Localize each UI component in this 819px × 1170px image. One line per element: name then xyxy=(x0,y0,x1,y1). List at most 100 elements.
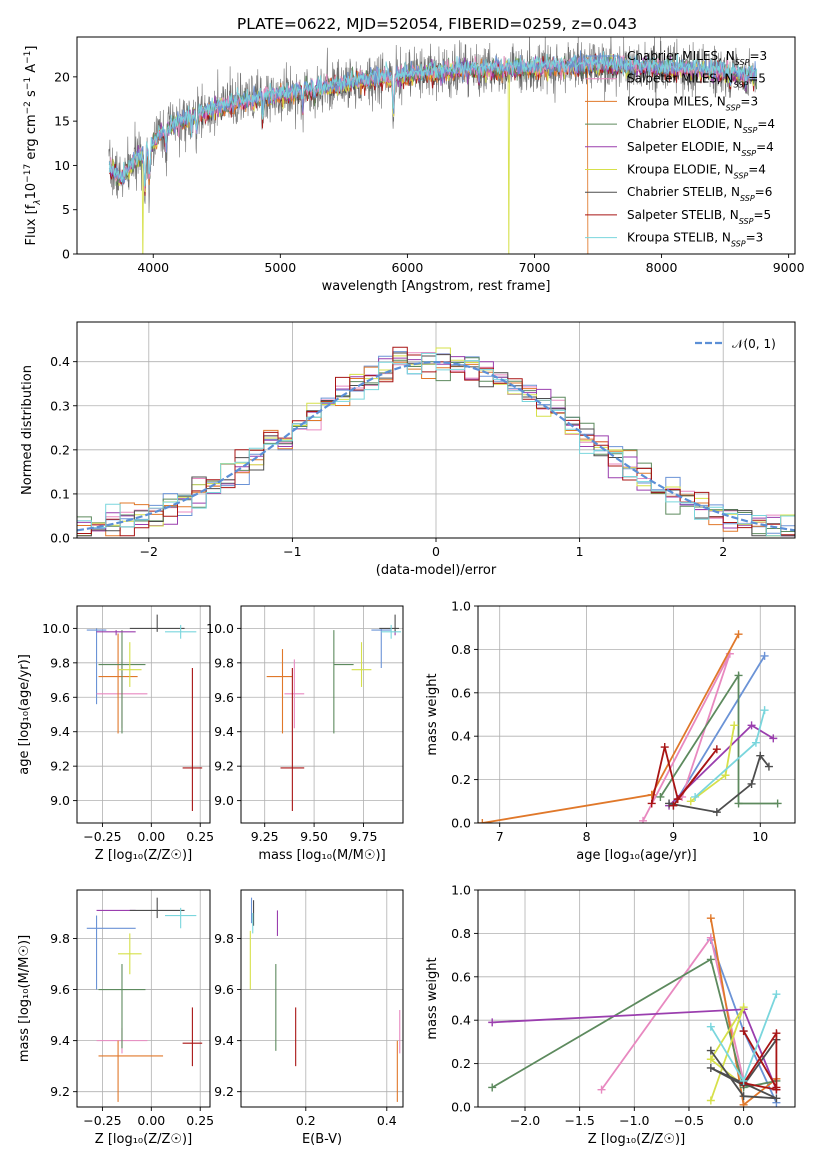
errorbar-point xyxy=(165,624,197,639)
legend-nssp-value: 4 xyxy=(766,140,774,154)
weight-point xyxy=(769,734,778,743)
x-tick-label: 8 xyxy=(583,829,591,844)
weight-series xyxy=(665,751,773,817)
y-tick-label: 0.6 xyxy=(451,685,471,700)
gridlines xyxy=(478,889,795,1108)
axes-frame xyxy=(240,889,404,1108)
x-tick-label: 6000 xyxy=(392,260,424,275)
y-tick-label: 0.4 xyxy=(451,1013,471,1028)
y-axis-label: mass [log₁₀(M/M☉)] xyxy=(17,935,32,1062)
y-tick-label: 0 xyxy=(62,247,70,262)
y-tick-label: 5 xyxy=(62,202,70,217)
weight-series xyxy=(647,743,721,810)
errorbar-point xyxy=(280,668,305,811)
weight-line xyxy=(642,653,731,822)
chart-age-vs-mass: 9.25 9.50 9.75 9.0 9.2 9.4 9.6 9.8 10.0 mass [log… xyxy=(206,605,404,863)
legend-entry: Chabrier ELODIE, NSSP=4 xyxy=(627,117,775,135)
y-tick-label: 0.2 xyxy=(451,1056,471,1071)
legend-series-name: Chabrier ELODIE xyxy=(627,117,726,131)
x-tick-label: 7000 xyxy=(519,260,551,275)
legend-series-name: Chabrier MILES xyxy=(627,49,718,63)
x-tick-label: 0.4 xyxy=(377,1113,397,1128)
legend-nssp-prefix: , N xyxy=(717,163,734,177)
weight-point xyxy=(730,721,739,730)
errorbar-point xyxy=(118,933,142,975)
legend-entry: Chabrier STELIB, NSSP=6 xyxy=(627,185,772,203)
y-tick-label: 10.0 xyxy=(42,621,70,636)
weight-point xyxy=(488,1083,497,1092)
y-tick-label: 0.4 xyxy=(451,729,471,744)
plot-area xyxy=(108,37,758,254)
x-tick-label: 9000 xyxy=(773,260,805,275)
weight-point xyxy=(760,706,769,715)
weight-line xyxy=(491,958,777,1089)
y-tick-label: 0.0 xyxy=(50,531,70,546)
x-tick-label: −0.25 xyxy=(83,1113,121,1128)
y-tick-label: 10 xyxy=(54,158,70,173)
weight-series xyxy=(686,721,739,806)
legend-nssp-prefix: , N xyxy=(717,72,734,86)
weight-point xyxy=(772,990,781,999)
weight-point xyxy=(772,1029,781,1038)
weight-point xyxy=(739,1100,748,1107)
legend-nssp-eq: = xyxy=(749,49,759,63)
legend-nssp-value: 3 xyxy=(760,49,768,63)
weight-point xyxy=(691,792,700,801)
weight-point xyxy=(706,914,715,923)
legend-entry: Kroupa STELIB, NSSP=3 xyxy=(627,231,763,249)
errorbar-point xyxy=(96,630,136,636)
weight-series xyxy=(478,630,743,823)
legend-series-name: Salpeter ELODIE xyxy=(627,140,725,154)
weight-point xyxy=(734,799,743,808)
x-tick-label: 0.2 xyxy=(296,1113,316,1128)
axes-frame xyxy=(76,889,211,1108)
errorbar-point xyxy=(118,642,142,687)
weight-series xyxy=(739,1027,781,1094)
x-tick-label: −0.25 xyxy=(83,829,121,844)
axes-frame xyxy=(76,36,796,255)
y-tick-label: 9.8 xyxy=(50,655,70,670)
legend-series-name: Salpeter STELIB xyxy=(627,208,722,222)
weight-point xyxy=(739,1003,748,1012)
axes-frame xyxy=(240,605,404,824)
y-tick-label: 9.0 xyxy=(50,793,70,808)
y-tick-label: 9.0 xyxy=(214,793,234,808)
legend-entry: Kroupa MILES, NSSP=3 xyxy=(627,94,758,112)
y-tick-label: 9.8 xyxy=(214,655,234,670)
y-tick-label: 15 xyxy=(54,114,70,129)
y-label-part: −2 xyxy=(23,101,33,114)
y-tick-label: 0.6 xyxy=(451,969,471,984)
y-tick-label: 9.2 xyxy=(50,759,70,774)
weight-point xyxy=(706,1022,715,1031)
errorbar-point xyxy=(98,633,138,734)
errorbar-point xyxy=(371,628,392,668)
y-label-part: −1 xyxy=(23,51,33,64)
errorbar-point xyxy=(98,964,146,1049)
x-axis-label: (data-model)/error xyxy=(376,563,497,578)
x-tick-label: 0 xyxy=(432,544,440,559)
legend-series-name: Kroupa MILES xyxy=(627,94,709,108)
gridlines xyxy=(241,890,403,1107)
x-tick-label: 0.25 xyxy=(186,829,214,844)
y-label-part: A xyxy=(24,64,39,77)
plot-area xyxy=(77,346,795,537)
errorbar-point xyxy=(86,628,107,705)
x-tick-label: 5000 xyxy=(264,260,296,275)
legend-nssp-prefix: , N xyxy=(725,140,742,154)
weight-series xyxy=(691,706,769,801)
weight-point xyxy=(739,1092,748,1101)
y-tick-label: 9.8 xyxy=(50,931,70,946)
axes-frame xyxy=(76,605,211,824)
x-tick-label: 0.00 xyxy=(137,1113,165,1128)
legend-nssp-eq: = xyxy=(755,185,765,199)
weight-point xyxy=(706,1063,715,1072)
errorbar-point xyxy=(333,630,354,734)
weight-point xyxy=(665,799,674,808)
errorbar-point xyxy=(165,907,197,929)
chart-residuals: −2 −1 0 1 2 0.0 0.1 0.2 0.3 0.4 (data-model)/error… xyxy=(20,321,796,578)
y-tick-label: 0.3 xyxy=(50,398,70,413)
legend-entry: Kroupa ELODIE, NSSP=4 xyxy=(627,163,766,181)
y-axis-label: age [log₁₀(age/yr)] xyxy=(17,654,32,775)
plot-area xyxy=(86,897,203,1102)
